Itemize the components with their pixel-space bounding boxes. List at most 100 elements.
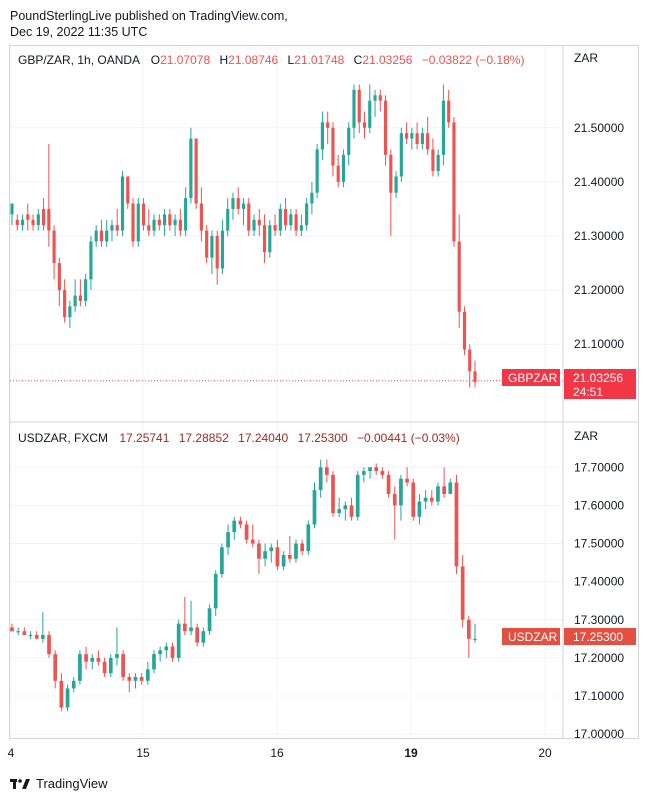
candle-body [205,230,209,258]
usdzar-candle [108,654,113,677]
candle-body [324,467,329,475]
candle-body [410,133,414,139]
high-label: H [219,53,228,67]
candle-body [157,219,161,226]
gbpzar-price-value: 21.03256 [573,371,623,385]
candle-body [94,230,98,242]
gbpzar-candle [441,84,446,166]
candle-body [326,122,330,128]
candle-body [268,225,272,253]
usdzar-candle [473,623,477,643]
gbpzar-candle [220,219,225,274]
high-value: 21.08746 [228,53,278,67]
usdzar-candle [250,524,255,548]
gbpzar-candle [147,208,151,236]
candle-body [320,122,324,150]
gbpzar-candle [410,127,414,150]
usdzar-candle [442,467,446,498]
gbpzar-candle [31,214,35,231]
candle-body [34,635,39,639]
candle-body [368,467,372,472]
gbpzar-candle [231,192,235,220]
candle-body [281,554,286,567]
candle-body [441,100,446,155]
gbpzar-candle [226,198,230,236]
candle-body [141,203,146,226]
gbpzar-candle [326,111,330,144]
candle-body [380,471,385,475]
candle-body [294,543,298,559]
usdzar-pane [10,459,477,712]
gbpzar-candle [184,187,188,236]
candle-body [96,657,101,662]
close-value: 21.03256 [362,53,412,67]
candle-body [78,295,82,301]
usdzar-candle [170,642,175,662]
gbpzar-candle [341,149,346,188]
usdzar-candle [306,520,311,555]
candle-body [300,543,304,552]
gbpzar-candle [205,225,209,264]
usdzar-candle [386,471,391,498]
gbpzar-candle [115,208,119,236]
candle-body [468,349,472,372]
candle-body [226,208,230,231]
gbpzar-countdown: 24:51 [573,385,603,399]
candle-body [294,214,298,231]
gbpzar-candle [394,171,398,199]
candle-body [262,225,267,253]
usdzar-candle [300,539,304,555]
gbpzar-candle [141,198,146,231]
candle-body [115,654,119,658]
usdzar-candle [349,497,354,521]
candle-body [241,203,246,209]
gbpzar-candle [315,144,319,199]
gbpzar-candle [436,149,440,177]
usdzar-candle [448,478,453,494]
candle-body [20,219,25,226]
gbpzar-candle [305,198,309,231]
usdzar-candle [417,493,422,525]
usdzar-symbol: USDZAR, FXCM [18,431,108,445]
candle-body [121,654,125,677]
grid-layer [10,46,563,738]
open-value: 21.07078 [160,53,210,67]
candle-body [136,203,140,242]
gbpzar-candle [447,89,451,128]
usdzar-candle [374,463,379,475]
candle-body [47,635,51,655]
x-tick-label-16: 16 [270,746,284,760]
gbpzar-candle [262,214,267,264]
candle-body [73,295,77,307]
gbpzar-candle [178,208,182,236]
usdzar-candle [183,596,187,636]
candle-body [331,127,335,166]
candle-body [71,680,76,689]
publisher-line: PoundSterlingLive published on TradingVi… [10,9,288,23]
candle-body [457,241,461,312]
candle-body [28,635,33,637]
gbpzar-candle [168,208,172,231]
candle-body [306,524,311,552]
candle-body [257,543,261,559]
candle-body [176,623,181,658]
x-tick-label-19: 19 [404,746,418,760]
usdzar-candle [10,623,14,632]
gbpzar-candle [120,171,125,236]
usdzar-candle [324,459,329,483]
candle-body [315,149,319,193]
candle-body [220,547,224,575]
gbpzar-candle [468,344,472,388]
usdzar-candle [312,482,317,529]
candle-body [436,486,440,502]
candle-body [347,127,351,155]
candle-body [120,176,125,231]
usd-low-value: 17.24040 [238,431,288,445]
gbpzar-candle [194,138,198,209]
usdzar-candle [189,600,193,636]
gbpzar-candle [310,181,314,215]
candle-body [287,554,292,559]
gbpzar-candle [210,230,214,274]
candle-body [173,219,177,226]
